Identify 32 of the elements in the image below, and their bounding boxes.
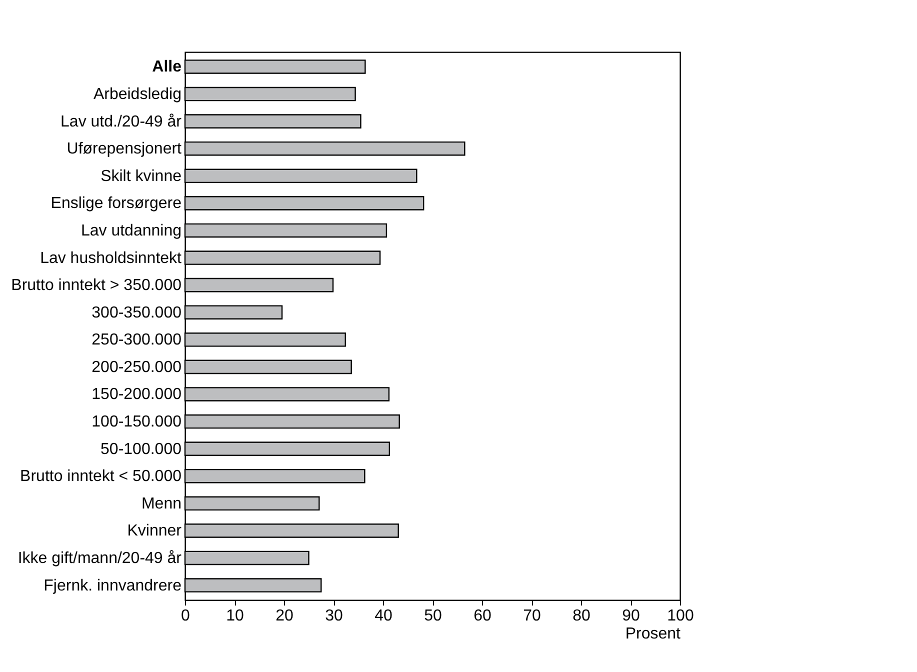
y-tick-label: Kvinner [127, 522, 182, 540]
x-tick-label: 40 [374, 608, 392, 624]
y-tick-label: Uførepensjonert [66, 140, 182, 158]
y-tick-label: 300-350.000 [92, 304, 182, 322]
y-tick-label: Lav utdanning [80, 222, 182, 240]
y-tick-label: Lav utd./20-49 år [60, 113, 182, 130]
x-tick-label: 90 [622, 608, 640, 624]
y-tick-label: Lav husholdsinntekt [40, 250, 182, 267]
y-tick-label: 150-200.000 [92, 386, 182, 404]
x-tick-label: 0 [181, 608, 190, 624]
x-tick-label: 50 [424, 608, 442, 624]
y-tick-label: Menn [141, 495, 182, 512]
y-tick-label: Skilt kvinne [100, 168, 182, 185]
y-tick-label: Brutto inntekt < 50.000 [20, 468, 182, 486]
x-tick-label: 30 [325, 608, 343, 624]
y-tick-label: 100-150.000 [92, 414, 182, 431]
x-tick-label: 10 [226, 608, 244, 624]
x-tick-label: 20 [276, 608, 294, 624]
y-tick-label: Arbeidsledig [93, 86, 182, 104]
x-tick-label: 80 [572, 608, 590, 624]
y-tick-label: Enslige forsørgere [50, 195, 182, 212]
y-tick-label: Fjernk. innvandrere [44, 577, 182, 594]
y-tick-label: 200-250.000 [92, 358, 182, 376]
y-tick-label: 50-100.000 [100, 440, 182, 458]
y-tick-label: 250-300.000 [92, 332, 182, 349]
y-tick-label: Ikke gift/mann/20-49 år [18, 550, 182, 567]
x-axis-title: Prosent [625, 626, 682, 642]
x-tick-label: 60 [474, 608, 492, 624]
y-tick-label: Alle [152, 58, 182, 76]
y-tick-label: Brutto inntekt > 350.000 [11, 277, 182, 294]
x-tick-label: 70 [523, 608, 541, 624]
x-tick-label: 100 [667, 608, 694, 624]
